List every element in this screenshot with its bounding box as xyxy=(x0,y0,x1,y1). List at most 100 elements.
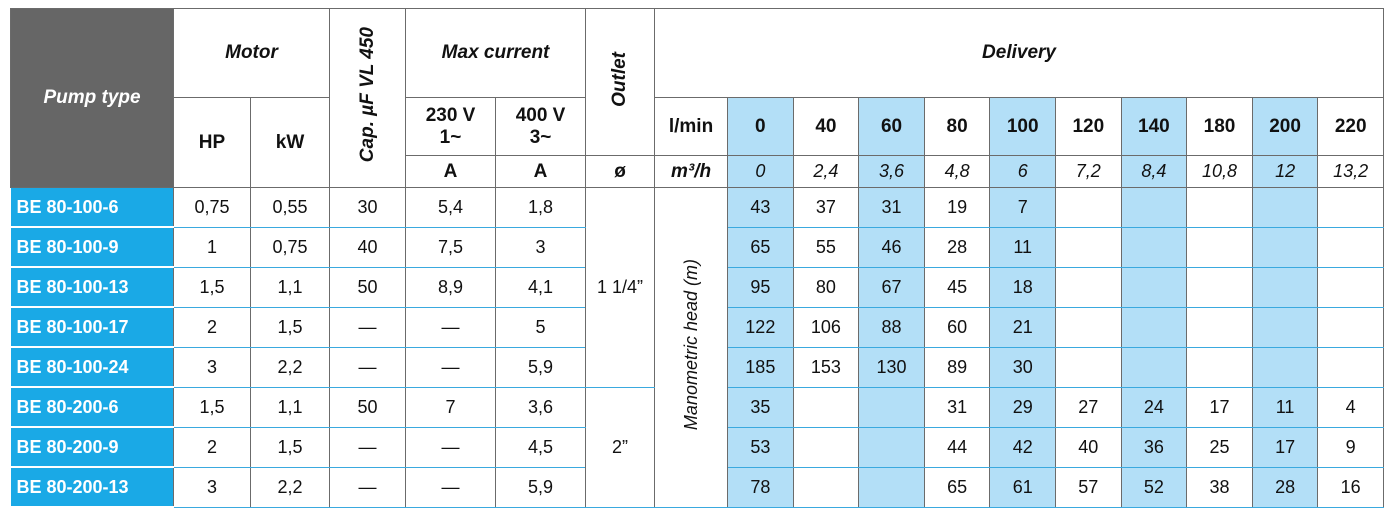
v400-header: 400 V 3~ xyxy=(495,97,587,156)
pump-name: BE 80-200-13 xyxy=(10,466,174,508)
i230-cell: 5,4 xyxy=(405,187,497,228)
flow-m3h: 3,6 xyxy=(858,155,925,188)
header-row: HP kW 230 V 1~ 400 V 3~ l/min 0 40 60 80 100 120 140 1… xyxy=(11,97,1384,188)
flow-m3h: 4,8 xyxy=(923,155,991,188)
cap-cell: 50 xyxy=(329,386,407,428)
i230-cell: — xyxy=(405,346,497,388)
i230-cell: 7 xyxy=(405,386,497,428)
head-cell: 185 xyxy=(727,346,794,388)
head-cell: 25 xyxy=(1186,426,1253,468)
i400-cell: 3,6 xyxy=(495,386,587,428)
delivery-header: Delivery xyxy=(654,8,1384,98)
head-cell: 18 xyxy=(989,266,1056,308)
cap-cell: 50 xyxy=(329,266,407,308)
head-cell xyxy=(792,386,860,428)
head-cell xyxy=(1317,226,1384,268)
head-cell: 57 xyxy=(1055,466,1122,508)
head-cell: 53 xyxy=(727,426,794,468)
pump-name: BE 80-200-6 xyxy=(10,386,174,428)
v400-header-line: 3~ xyxy=(529,126,552,148)
head-cell xyxy=(1055,346,1122,388)
head-cell: 28 xyxy=(923,226,991,268)
outlet-unit: ø xyxy=(585,155,656,188)
pump-row: BE 80-100-17 2 1,5— —5 122 106 88 60 21 xyxy=(10,306,1384,348)
hp-cell: 3 xyxy=(173,466,251,508)
manometric-head-label-text: Manometric head (m) xyxy=(680,259,701,431)
pump-row: BE 80-100-6 0,75 0,55 30 5,4 1,8 1 1/4” Manomet… xyxy=(10,187,1384,508)
head-cell xyxy=(1317,306,1384,348)
outlet-cell: 1 1/4” xyxy=(585,187,656,388)
header-row: Pump type Motor Cap. µF VL 450 Max current O… xyxy=(10,8,1384,188)
head-cell: 89 xyxy=(923,346,991,388)
head-cell: 45 xyxy=(923,266,991,308)
head-cell: 30 xyxy=(989,346,1056,388)
hp-cell: 2 xyxy=(173,426,251,468)
head-cell xyxy=(1317,266,1384,308)
flow-lmin: 0 xyxy=(727,97,794,156)
head-cell xyxy=(792,466,860,508)
head-cell: 67 xyxy=(858,266,925,308)
head-cell: 19 xyxy=(923,187,991,228)
head-cell: 80 xyxy=(792,266,860,308)
head-cell xyxy=(1055,266,1122,308)
head-cell: 24 xyxy=(1120,386,1188,428)
head-cell xyxy=(1055,226,1122,268)
head-cell xyxy=(1186,187,1253,228)
head-cell xyxy=(1251,226,1319,268)
kw-cell: 1,1 xyxy=(249,386,331,428)
head-cell: 46 xyxy=(858,226,925,268)
pump-row: BE 80-200-9 2 1,5— —4,5 53 44 42 40 36 25 17 9 xyxy=(10,426,1384,468)
head-cell: 28 xyxy=(1251,466,1319,508)
cap-cell: — xyxy=(329,466,407,508)
kw-cell: 2,2 xyxy=(249,466,331,508)
flow-m3h: 7,2 xyxy=(1055,155,1122,188)
v230-header: 230 V 1~ xyxy=(405,97,497,156)
flow-m3h: 12 xyxy=(1251,155,1319,188)
i230-cell: 8,9 xyxy=(405,266,497,308)
head-cell xyxy=(1251,187,1319,228)
head-cell: 7 xyxy=(989,187,1056,228)
flow-lmin: 80 xyxy=(923,97,991,156)
i230-cell: — xyxy=(405,306,497,348)
head-cell xyxy=(1317,346,1384,388)
head-cell: 36 xyxy=(1120,426,1188,468)
flow-lmin: 200 xyxy=(1251,97,1319,156)
flow-lmin: 180 xyxy=(1186,97,1253,156)
pump-name: BE 80-200-9 xyxy=(10,426,174,468)
pump-name: BE 80-100-9 xyxy=(10,226,174,268)
i400-cell: 4,1 xyxy=(495,266,587,308)
v230-header-line: 230 V xyxy=(425,104,476,126)
head-cell xyxy=(1186,266,1253,308)
flow-m3h: 10,8 xyxy=(1186,155,1253,188)
head-cell: 44 xyxy=(923,426,991,468)
pump-row: BE 80-200-13 3 2,2— —5,9 78 65 61 57 52 38 28 16 xyxy=(10,466,1384,508)
head-cell: 65 xyxy=(727,226,794,268)
kw-cell: 1,5 xyxy=(249,306,331,348)
head-cell xyxy=(1120,346,1188,388)
head-cell: 130 xyxy=(858,346,925,388)
outlet-header: Outlet xyxy=(585,8,656,156)
head-cell xyxy=(1120,226,1188,268)
i400-cell: 3 xyxy=(495,226,587,268)
head-cell: 4 xyxy=(1317,386,1384,428)
kw-cell: 2,2 xyxy=(249,346,331,388)
i400-cell: 5,9 xyxy=(495,466,587,508)
pump-table: Pump type Motor Cap. µF VL 450 Max current O… xyxy=(10,8,1384,508)
pump-row: BE 80-100-13 1,5 1,1 50 8,9 4,1 95 80 67 45 18 xyxy=(10,266,1384,308)
cap-cell: 30 xyxy=(329,187,407,228)
cap-header-text: Cap. µF VL 450 xyxy=(356,27,378,163)
head-cell xyxy=(1317,187,1384,228)
head-cell: 9 xyxy=(1317,426,1384,468)
head-cell: 65 xyxy=(923,466,991,508)
head-cell: 21 xyxy=(989,306,1056,348)
i400-cell: 5,9 xyxy=(495,346,587,388)
head-cell xyxy=(858,466,925,508)
hp-cell: 1,5 xyxy=(173,386,251,428)
outlet-cell: 2” xyxy=(585,386,656,508)
head-cell: 31 xyxy=(923,386,991,428)
i230-cell: 7,5 xyxy=(405,226,497,268)
hp-cell: 3 xyxy=(173,346,251,388)
head-cell: 55 xyxy=(792,226,860,268)
head-cell xyxy=(1120,306,1188,348)
